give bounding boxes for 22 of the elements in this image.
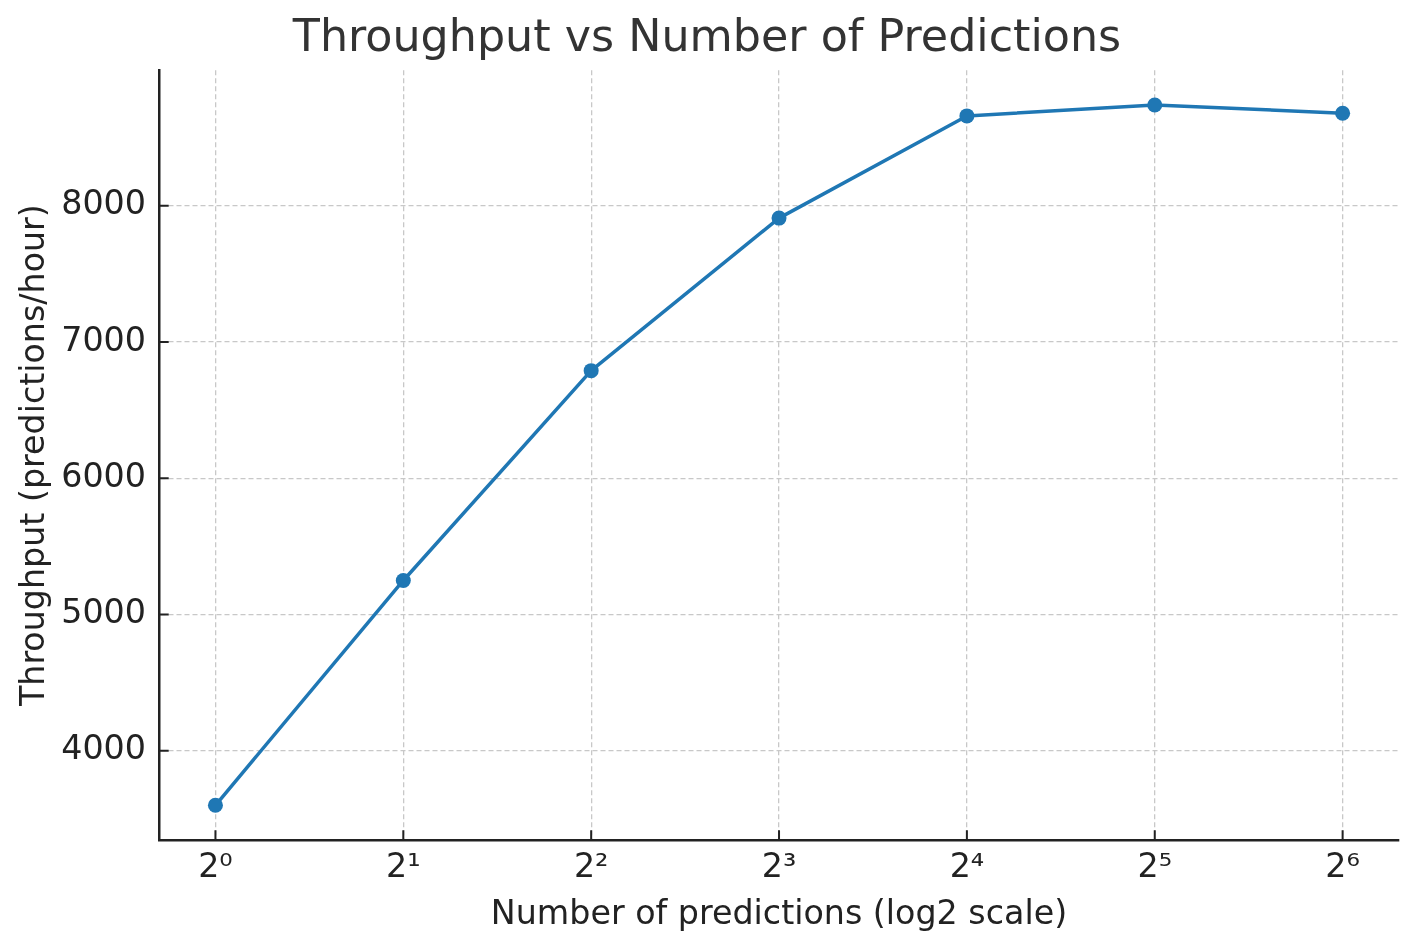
point (207, 797, 223, 813)
point (583, 363, 599, 379)
y-tick-label: 7000 (61, 319, 146, 359)
chart-title: Throughput vs Number of Predictions (291, 10, 1122, 62)
point (1335, 105, 1351, 121)
x-tick-label: 2⁶ (1325, 845, 1360, 885)
x-tick-label: 2² (573, 845, 609, 885)
point (959, 108, 975, 124)
x-tick-label: 2³ (761, 845, 797, 885)
x-tick-label: 2⁴ (949, 845, 985, 885)
y-tick-label: 4000 (61, 728, 146, 768)
y-tick-label: 8000 (61, 183, 146, 223)
x-axis-title: Number of predictions (log2 scale) (490, 892, 1068, 932)
x-tick-label: 2¹ (386, 845, 421, 885)
point (395, 572, 411, 588)
point (1147, 97, 1163, 113)
y-axis-title: Throughput (predictions/hour) (12, 204, 52, 708)
point (771, 210, 787, 226)
y-tick-label: 6000 (61, 455, 146, 495)
x-tick-label: 2⁵ (1137, 845, 1173, 885)
y-tick-label: 5000 (61, 592, 146, 632)
x-tick-label: 2⁰ (198, 845, 233, 885)
